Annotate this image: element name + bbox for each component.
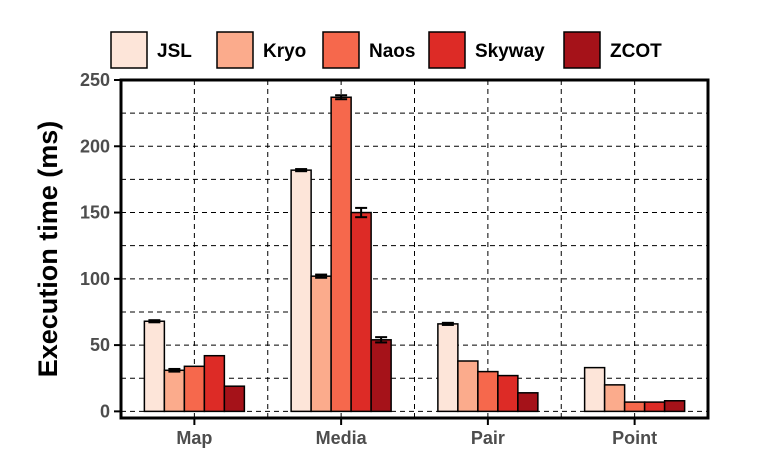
error-bar-jsl-media [295, 168, 308, 173]
x-tick-label-media: Media [316, 428, 368, 448]
legend-label: Kryo [263, 41, 306, 62]
legend-item-skyway: Skyway [428, 31, 545, 69]
y-tick-label: 250 [80, 70, 110, 90]
error-bar-jsl-map [148, 319, 161, 324]
legend-label: Skyway [475, 41, 545, 62]
bar-jsl-pair [437, 323, 459, 413]
bar-zcot-pair [517, 392, 539, 413]
legend-swatch [110, 31, 148, 69]
bar-naos-pair [477, 370, 499, 413]
bar-skyway-pair [497, 374, 519, 413]
y-axis: 0 50 100 150 200 250 [80, 70, 121, 421]
bar-zcot-media [370, 339, 392, 413]
bar-skyway-map [203, 354, 226, 413]
bar-kryo-map [163, 369, 186, 413]
bar-jsl-map [143, 320, 166, 413]
bar-kryo-media [310, 275, 332, 413]
y-tick-label: 200 [80, 136, 110, 156]
error-bar-zcot-media [375, 336, 388, 344]
legend: JSL Kryo Naos Skyway ZCOT [110, 31, 662, 69]
legend-item-kryo: Kryo [216, 31, 306, 69]
bar-kryo-point [603, 384, 626, 413]
x-tick-label-pair: Pair [471, 428, 505, 448]
legend-item-zcot: ZCOT [563, 31, 662, 69]
bar-kryo-pair [457, 360, 479, 413]
y-tick-label: 50 [90, 335, 110, 355]
bar-skyway-media [350, 211, 372, 413]
legend-item-jsl: JSL [110, 31, 192, 69]
bar-jsl-point [583, 366, 606, 413]
y-tick-label: 150 [80, 203, 110, 223]
legend-swatch [322, 31, 360, 69]
legend-swatch [428, 31, 466, 69]
legend-swatch [216, 31, 254, 69]
legend-label: Naos [369, 41, 415, 62]
bar-skyway-point [643, 401, 666, 413]
legend-swatch [563, 31, 601, 69]
error-bar-kryo-map [168, 367, 181, 373]
error-bar-naos-media [335, 94, 348, 101]
bar-zcot-map [223, 385, 246, 413]
error-bar-kryo-media [315, 273, 328, 279]
x-tick-label-point: Point [612, 428, 657, 448]
x-axis: Map Media Pair Point [176, 418, 657, 448]
bar-naos-map [183, 365, 206, 413]
legend-item-naos: Naos [322, 31, 415, 69]
error-bar-skyway-media [355, 206, 368, 219]
plot-frame [119, 78, 710, 420]
bars [143, 94, 686, 413]
bar-naos-media [330, 96, 352, 413]
bar-naos-point [623, 401, 646, 413]
bar-jsl-media [290, 169, 312, 413]
y-tick-label: 0 [100, 401, 110, 421]
bar-zcot-point [663, 400, 686, 413]
y-tick-label: 100 [80, 269, 110, 289]
error-bar-jsl-pair [441, 321, 454, 326]
y-axis-title: Execution time (ms) [33, 121, 63, 378]
x-tick-label-map: Map [176, 428, 212, 448]
legend-label: ZCOT [610, 41, 662, 62]
legend-label: JSL [157, 41, 192, 62]
